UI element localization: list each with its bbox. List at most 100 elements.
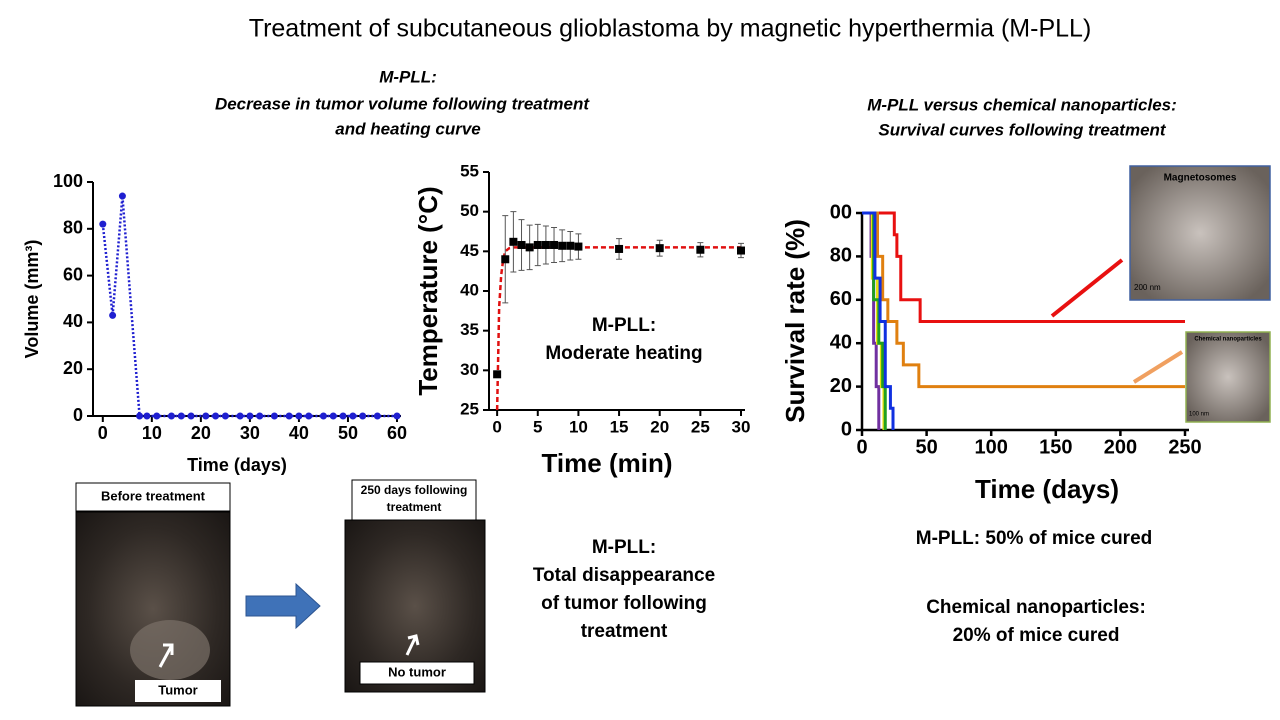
point — [509, 237, 518, 246]
photo-label: No tumor — [388, 664, 446, 679]
scale-label: 200 nm — [1134, 283, 1161, 292]
annotation: M-PLL: — [592, 315, 656, 336]
y-axis-label: Temperature (°C) — [413, 186, 443, 395]
annotation: Moderate heating — [545, 343, 702, 364]
y-tick-label: 00 — [830, 201, 852, 223]
series-line — [862, 211, 1185, 389]
x-tick-label: 50 — [338, 423, 358, 443]
point — [136, 412, 144, 420]
note: of tumor following — [541, 593, 707, 614]
point — [143, 412, 151, 420]
series-line — [495, 246, 741, 411]
heading: M-PLL versus chemical nanoparticles: — [867, 95, 1177, 114]
arrow — [405, 634, 420, 656]
y-tick-label: 100 — [53, 171, 83, 191]
series-line — [862, 211, 895, 430]
point — [655, 244, 664, 253]
inset-image — [1129, 165, 1271, 301]
heading: and heating curve — [335, 119, 480, 138]
point — [329, 412, 337, 420]
point — [533, 240, 542, 249]
pointer — [1050, 258, 1124, 318]
x-tick-label: 30 — [240, 423, 260, 443]
note: treatment — [581, 621, 668, 642]
x-tick-label: 10 — [142, 423, 162, 443]
point — [359, 412, 367, 420]
label-box — [75, 482, 231, 512]
point — [737, 246, 745, 255]
point — [339, 412, 347, 420]
point — [517, 240, 526, 249]
note: M-PLL: — [592, 537, 656, 558]
y-tick-label: 80 — [830, 245, 852, 267]
point — [295, 412, 303, 420]
point — [493, 370, 502, 379]
note: Total disappearance — [533, 565, 715, 586]
y-tick-label: 30 — [460, 360, 479, 379]
y-tick-label: 45 — [460, 241, 479, 260]
point — [541, 240, 550, 249]
series-line — [862, 211, 1185, 323]
point — [696, 245, 705, 254]
label-box — [135, 680, 221, 702]
x-tick-label: 100 — [975, 436, 1008, 458]
heading: M-PLL: — [379, 67, 437, 86]
y-tick-label: 60 — [63, 264, 83, 284]
y-tick-label: 35 — [460, 320, 479, 339]
point — [246, 412, 254, 420]
point — [525, 243, 534, 252]
inset-title: Magnetosomes — [1164, 173, 1237, 184]
y-tick-label: 55 — [460, 161, 479, 180]
point — [305, 412, 313, 420]
point — [177, 412, 185, 420]
slide-title: Treatment of subcutaneous glioblastoma b… — [249, 15, 1092, 43]
result: Chemical nanoparticles: — [926, 597, 1146, 618]
x-tick-label: 20 — [650, 417, 669, 436]
x-tick-label: 50 — [915, 436, 937, 458]
x-tick-label: 40 — [289, 423, 309, 443]
y-tick-label: 0 — [841, 418, 852, 440]
point — [187, 412, 195, 420]
heading: Survival curves following treatment — [878, 120, 1167, 139]
x-axis-label: Time (days) — [187, 455, 287, 475]
y-tick-label: 40 — [63, 311, 83, 331]
photo-label: Before treatment — [101, 488, 206, 503]
result: M-PLL: 50% of mice cured — [916, 528, 1153, 549]
y-tick-label: 40 — [460, 280, 479, 299]
point — [167, 412, 175, 420]
x-tick-label: 5 — [533, 417, 542, 436]
y-tick-label: 0 — [73, 405, 83, 425]
x-tick-label: 150 — [1039, 436, 1072, 458]
point — [212, 412, 220, 420]
inset-image — [1185, 331, 1271, 423]
point — [202, 412, 210, 420]
y-axis-label: Volume (mm³) — [22, 240, 42, 359]
y-tick-label: 60 — [830, 288, 852, 310]
y-tick-label: 20 — [830, 375, 852, 397]
y-tick-label: 20 — [63, 358, 83, 378]
point — [574, 242, 583, 251]
point — [270, 412, 278, 420]
x-tick-label: 10 — [569, 417, 588, 436]
point — [99, 220, 107, 228]
x-axis-label: Time (min) — [542, 448, 673, 478]
inset-title: Chemical nanoparticles — [1194, 337, 1262, 343]
y-tick-label: 40 — [830, 331, 852, 353]
point — [221, 412, 229, 420]
point — [566, 241, 575, 250]
x-tick-label: 60 — [387, 423, 407, 443]
point — [256, 412, 264, 420]
heading: Decrease in tumor volume following treat… — [215, 94, 590, 113]
point — [501, 255, 510, 264]
arrow — [158, 643, 174, 668]
x-tick-label: 25 — [691, 417, 710, 436]
x-tick-label: 30 — [732, 417, 751, 436]
photo-label: treatment — [387, 500, 442, 514]
point — [109, 311, 117, 319]
x-tick-label: 250 — [1168, 436, 1201, 458]
result: 20% of mice cured — [953, 625, 1120, 646]
x-tick-label: 200 — [1104, 436, 1137, 458]
point — [319, 412, 327, 420]
x-tick-label: 0 — [98, 423, 108, 443]
point — [393, 412, 401, 420]
